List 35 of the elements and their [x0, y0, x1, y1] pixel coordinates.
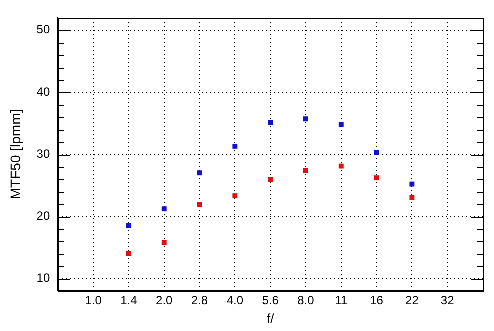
y-tick-label: 30 [36, 146, 50, 161]
x-tick-label: 1.0 [85, 294, 102, 308]
y-tick-label: 10 [36, 270, 50, 285]
point [232, 194, 238, 199]
x-tick-label: 5.6 [262, 294, 280, 308]
x-axis-title: f/ [266, 310, 275, 326]
point [338, 122, 344, 128]
x-tick-label: 32 [440, 294, 455, 308]
x-tick-label: 8.0 [298, 294, 315, 308]
point [304, 168, 308, 174]
x-tick-label: 4.0 [226, 294, 244, 308]
x-tick-label: 1.4 [120, 294, 138, 308]
point [374, 176, 380, 181]
x-tick-label: 22 [406, 294, 420, 308]
point [338, 164, 344, 169]
point [197, 170, 202, 176]
point [410, 195, 415, 200]
point [232, 144, 238, 149]
y-axis-title: MTF50 [lpmm] [7, 109, 24, 200]
x-tick-label: 11 [335, 294, 348, 308]
point [162, 240, 167, 246]
point [268, 177, 274, 182]
y-tick-label: 20 [36, 208, 50, 223]
point [410, 182, 415, 187]
point [126, 223, 132, 228]
y-tick-label: 50 [36, 22, 50, 37]
point [374, 150, 380, 156]
x-tick-label: 2.0 [156, 294, 174, 308]
point [162, 206, 167, 212]
point [268, 120, 274, 126]
x-tick-label: 2.8 [191, 294, 208, 308]
x-tick-label: 16 [370, 294, 384, 308]
point [304, 116, 308, 122]
y-tick-label: 40 [36, 84, 50, 99]
point [126, 251, 132, 256]
